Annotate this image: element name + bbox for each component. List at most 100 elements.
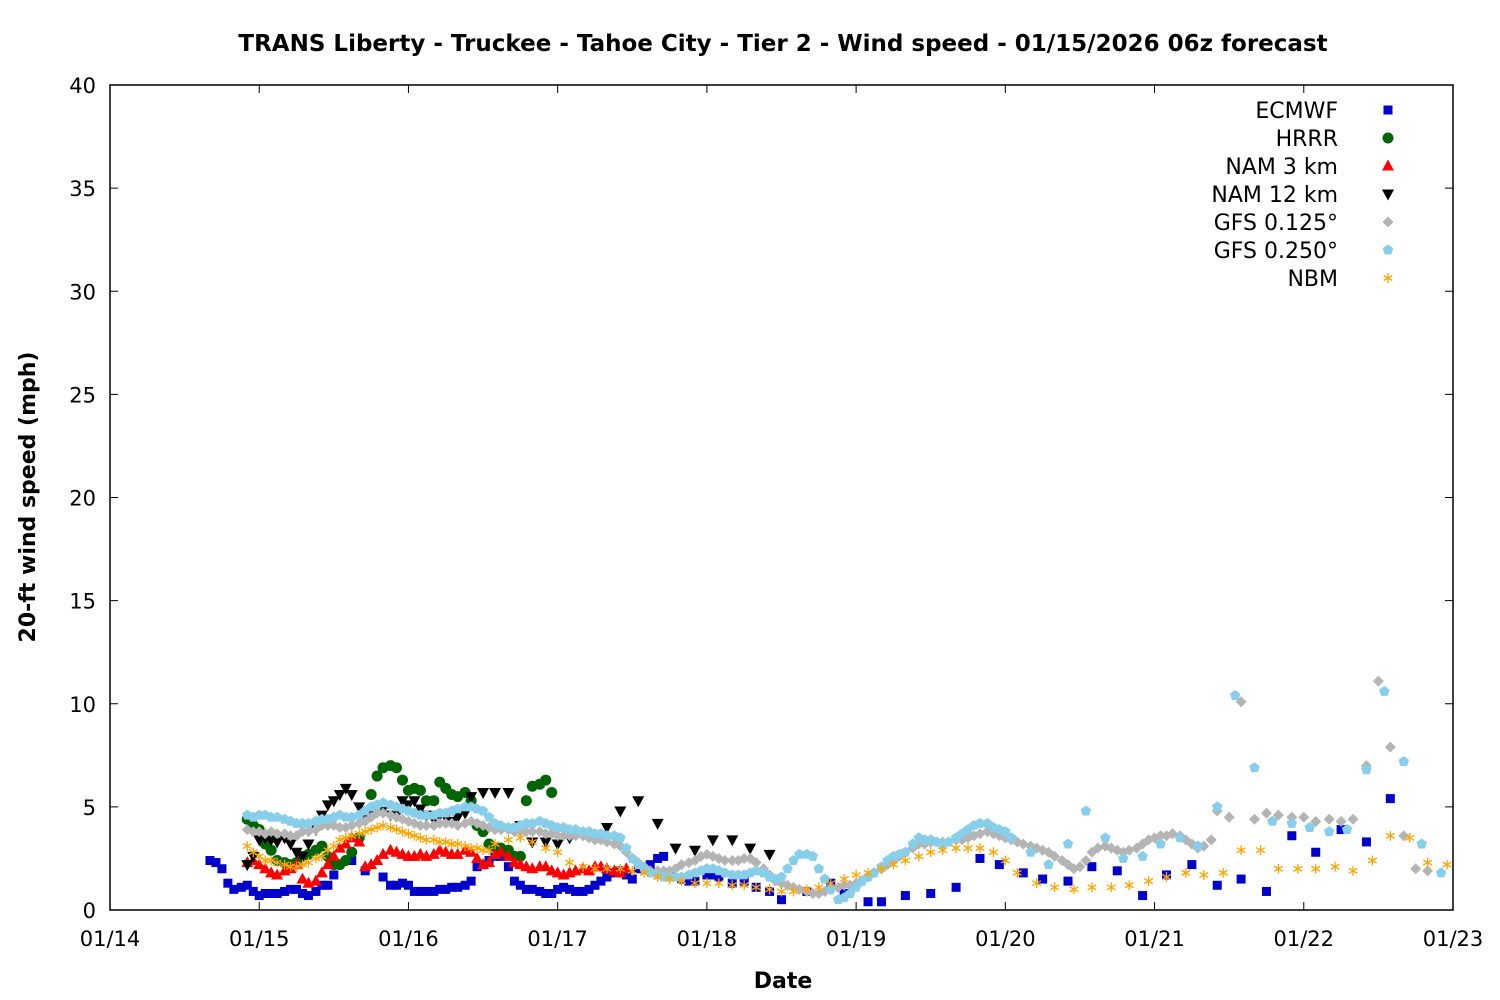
data-point-nbm xyxy=(335,834,345,845)
data-point-nam-12-km xyxy=(345,790,358,801)
data-point-ecmwf xyxy=(386,880,396,890)
data-point-ecmwf xyxy=(223,878,233,888)
y-tick-label: 15 xyxy=(69,590,96,614)
data-point-hrrr xyxy=(265,844,277,856)
data-point-gfs-0-250 xyxy=(271,811,283,822)
data-point-nbm xyxy=(764,884,775,895)
data-point-gfs-0-250 xyxy=(1304,822,1315,832)
data-point-gfs-0-250 xyxy=(1249,762,1260,773)
data-point-ecmwf xyxy=(254,891,264,901)
data-point-nbm xyxy=(590,863,600,874)
data-point-ecmwf xyxy=(229,884,239,894)
data-point-gfs-0-250 xyxy=(974,817,986,828)
data-point-nbm xyxy=(490,839,500,849)
data-point-gfs-0-250 xyxy=(750,865,762,876)
data-point-nbm xyxy=(242,841,252,852)
data-point-gfs-0-125 xyxy=(1410,863,1422,875)
x-tick-label: 01/22 xyxy=(1274,927,1335,951)
data-point-nam-12-km xyxy=(551,839,564,851)
data-point-ecmwf xyxy=(1087,862,1097,872)
data-point-nbm xyxy=(1218,867,1228,878)
data-point-nbm xyxy=(652,872,663,882)
data-point-nam-3-km xyxy=(271,868,284,880)
data-point-nbm xyxy=(391,824,402,835)
data-point-hrrr xyxy=(365,789,377,800)
data-point-gfs-0-250 xyxy=(1435,867,1447,878)
data-point-nbm xyxy=(1087,882,1097,893)
y-axis-label: 20-ft wind speed (mph) xyxy=(16,352,41,643)
data-point-gfs-0-125 xyxy=(1155,830,1167,842)
legend-marker-gfs-0-125 xyxy=(1382,216,1394,228)
data-point-nbm xyxy=(409,830,420,841)
data-point-nbm xyxy=(788,886,799,897)
data-point-ecmwf xyxy=(266,889,276,898)
data-point-gfs-0-250 xyxy=(477,805,489,816)
data-point-nbm xyxy=(851,869,861,880)
data-point-nbm xyxy=(1348,865,1358,876)
data-point-nbm xyxy=(317,851,327,862)
data-point-nbm xyxy=(1069,884,1079,895)
data-point-nam-12-km xyxy=(669,843,682,855)
data-point-nam-3-km xyxy=(353,835,366,847)
data-point-nbm xyxy=(564,857,575,868)
data-point-nbm xyxy=(690,878,700,889)
data-point-ecmwf xyxy=(627,874,637,884)
data-point-nbm xyxy=(863,867,873,878)
x-tick-label: 01/16 xyxy=(378,927,439,951)
data-point-gfs-0-250 xyxy=(943,836,954,847)
x-tick-label: 01/14 xyxy=(80,927,141,951)
data-point-nam-3-km xyxy=(253,858,266,870)
y-tick-label: 35 xyxy=(69,177,96,201)
data-point-gfs-0-125 xyxy=(1080,855,1092,866)
data-point-ecmwf xyxy=(1336,825,1346,835)
data-point-nbm xyxy=(578,861,588,872)
data-point-nbm xyxy=(1124,880,1134,891)
data-points xyxy=(205,675,1452,907)
data-point-ecmwf xyxy=(527,884,537,894)
data-point-ecmwf xyxy=(329,870,339,880)
data-point-nbm xyxy=(472,843,482,854)
data-point-gfs-0-125 xyxy=(285,830,297,842)
series-gfs-0-250 xyxy=(242,685,1447,905)
data-point-nbm xyxy=(938,845,948,856)
data-point-ecmwf xyxy=(429,886,439,896)
data-point-nam-12-km xyxy=(477,787,490,799)
data-point-nbm xyxy=(372,822,382,833)
data-point-nam-12-km xyxy=(408,796,421,808)
x-tick-label: 01/17 xyxy=(527,927,588,951)
data-point-nam-12-km xyxy=(744,843,757,855)
data-point-nam-3-km xyxy=(309,874,322,886)
data-point-gfs-0-125 xyxy=(838,879,850,891)
data-point-nbm xyxy=(1012,867,1022,878)
data-point-ecmwf xyxy=(863,897,873,907)
data-point-ecmwf xyxy=(559,882,569,892)
data-point-nbm xyxy=(900,855,911,866)
y-tick-label: 10 xyxy=(69,693,96,717)
data-point-ecmwf xyxy=(1112,866,1122,876)
data-point-nam-12-km xyxy=(706,835,719,847)
data-point-gfs-0-250 xyxy=(1025,846,1036,857)
data-point-nbm xyxy=(1385,830,1395,841)
data-point-nbm xyxy=(975,843,985,854)
chart-title: TRANS Liberty - Truckee - Tahoe City - T… xyxy=(238,31,1327,57)
data-point-gfs-0-250 xyxy=(1267,815,1278,826)
data-point-ecmwf xyxy=(565,884,575,894)
data-point-gfs-0-125 xyxy=(1272,809,1284,821)
data-point-nbm xyxy=(1199,869,1209,880)
data-point-ecmwf xyxy=(260,889,270,898)
data-point-nam-12-km xyxy=(539,837,552,849)
data-point-gfs-0-250 xyxy=(813,863,825,874)
data-point-hrrr xyxy=(346,846,358,858)
data-point-nbm xyxy=(615,863,625,874)
data-point-nam-3-km xyxy=(321,858,334,870)
data-point-nbm xyxy=(602,863,612,874)
data-point-nam-12-km xyxy=(296,851,309,863)
data-point-ecmwf xyxy=(590,880,600,890)
data-point-nbm xyxy=(311,853,321,864)
x-tick-label: 01/15 xyxy=(229,927,290,951)
data-point-gfs-0-125 xyxy=(1398,830,1410,842)
data-point-gfs-0-125 xyxy=(1049,850,1061,862)
data-point-gfs-0-250 xyxy=(1361,764,1372,775)
data-point-gfs-0-250 xyxy=(621,842,632,853)
data-point-gfs-0-250 xyxy=(1080,805,1092,816)
